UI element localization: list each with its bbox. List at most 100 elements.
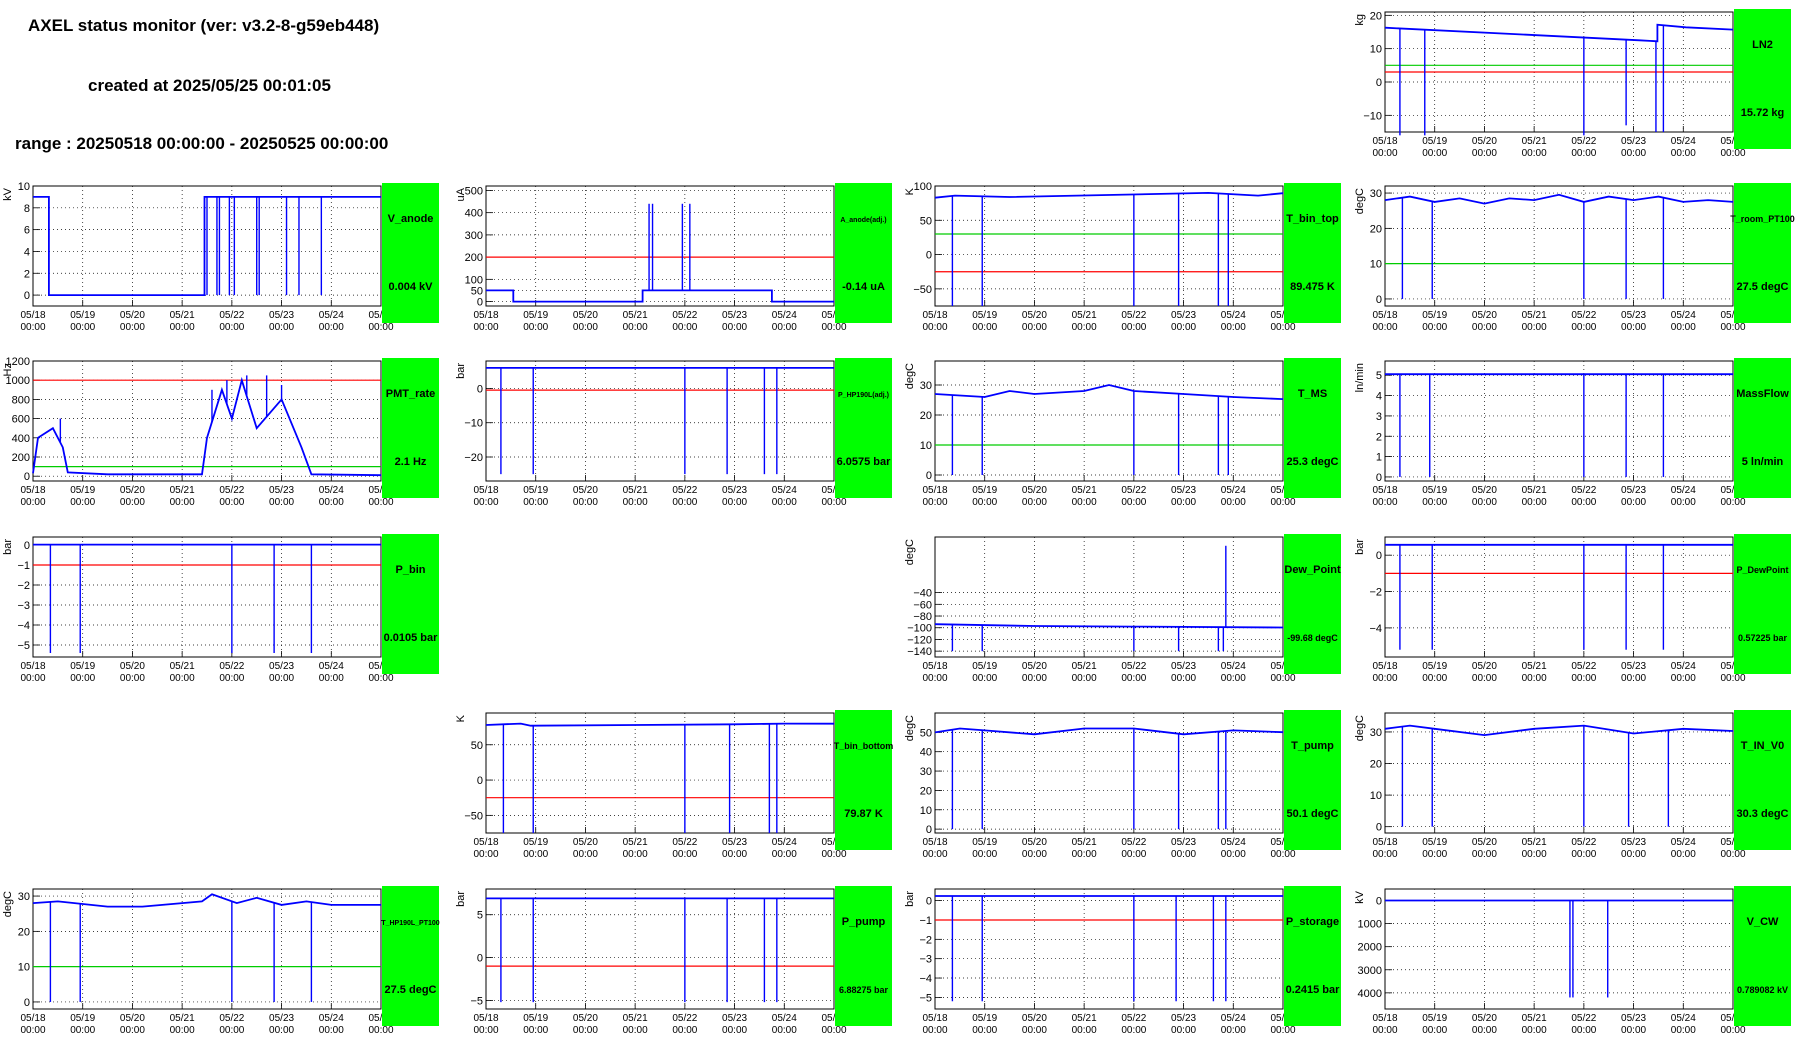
x-tick-time: 00:00 — [1720, 497, 1745, 508]
x-tick-time: 00:00 — [269, 673, 294, 684]
status-name: V_anode — [388, 213, 434, 225]
x-tick-time: 00:00 — [1072, 322, 1097, 333]
panel-t-hp190l-pt100: 05/1800:0005/1900:0005/2000:0005/2100:00… — [2, 886, 440, 1036]
y-tick-label: 10 — [18, 181, 30, 193]
panel-p-bin: 05/1800:0005/1900:0005/2000:0005/2100:00… — [2, 534, 439, 684]
series-line — [485, 722, 835, 727]
series-line — [934, 727, 1284, 736]
x-tick-date: 05/25 — [368, 485, 393, 496]
x-tick-time: 00:00 — [1522, 1025, 1547, 1036]
panel-t-pump: 05/1800:0005/1900:0005/2000:0005/2100:00… — [904, 710, 1341, 860]
status-name: T_bin_top — [1286, 213, 1339, 225]
y-tick-label: 1000 — [6, 375, 30, 387]
x-tick-time: 00:00 — [1270, 849, 1295, 860]
x-tick-time: 00:00 — [523, 497, 548, 508]
x-tick-time: 00:00 — [523, 322, 548, 333]
x-tick-date: 05/23 — [269, 661, 294, 672]
y-tick-label: 8 — [24, 203, 30, 215]
y-tick-label: −10 — [1363, 110, 1382, 122]
x-tick-date: 05/21 — [1522, 837, 1547, 848]
y-tick-label: 3000 — [1358, 965, 1382, 977]
x-tick-time: 00:00 — [623, 497, 648, 508]
y-tick-label: −2 — [1369, 587, 1382, 599]
y-axis-label: bar — [455, 363, 467, 379]
x-tick-date: 05/18 — [1372, 1013, 1397, 1024]
status-value: 0.57225 bar — [1738, 633, 1788, 643]
created-timestamp: created at 2025/05/25 00:01:05 — [88, 76, 331, 95]
x-tick-time: 00:00 — [1422, 322, 1447, 333]
y-tick-label: 0 — [1376, 77, 1382, 89]
status-value: 0.789082 kV — [1737, 985, 1788, 995]
x-tick-time: 00:00 — [1571, 849, 1596, 860]
x-tick-date: 05/20 — [120, 661, 145, 672]
y-tick-label: −10 — [464, 418, 483, 430]
y-tick-label: 800 — [12, 394, 30, 406]
y-axis-label: K — [455, 714, 467, 722]
x-tick-date: 05/23 — [1621, 310, 1646, 321]
x-tick-date: 05/21 — [170, 485, 195, 496]
y-axis-label: degC — [1354, 188, 1366, 214]
y-tick-label: 0 — [1376, 550, 1382, 562]
x-tick-time: 00:00 — [219, 322, 244, 333]
x-tick-time: 00:00 — [1621, 673, 1646, 684]
y-tick-label: 50 — [920, 727, 932, 739]
y-tick-label: −140 — [907, 646, 932, 658]
x-tick-date: 05/18 — [473, 1013, 498, 1024]
y-axis-label: K — [904, 187, 916, 195]
plot-frame — [1384, 536, 1734, 658]
plot-frame — [1384, 712, 1734, 834]
y-tick-label: 30 — [920, 380, 932, 392]
panel-v-cw: 05/1800:0005/1900:0005/2000:0005/2100:00… — [1354, 886, 1791, 1036]
x-tick-date: 05/25 — [821, 837, 846, 848]
x-tick-time: 00:00 — [772, 1025, 797, 1036]
x-tick-date: 05/23 — [1171, 485, 1196, 496]
x-tick-time: 00:00 — [821, 322, 846, 333]
status-name: T_bin_bottom — [834, 741, 894, 751]
x-tick-time: 00:00 — [922, 849, 947, 860]
x-tick-time: 00:00 — [672, 1025, 697, 1036]
x-tick-date: 05/23 — [722, 485, 747, 496]
x-tick-date: 05/22 — [1571, 485, 1596, 496]
y-tick-label: 0 — [1376, 472, 1382, 484]
y-tick-label: 0 — [477, 383, 483, 395]
y-tick-label: 3 — [1376, 411, 1382, 423]
x-tick-time: 00:00 — [1372, 673, 1397, 684]
x-tick-date: 05/25 — [368, 1013, 393, 1024]
x-tick-time: 00:00 — [1270, 497, 1295, 508]
x-tick-time: 00:00 — [1671, 322, 1696, 333]
x-tick-date: 05/21 — [1072, 1013, 1097, 1024]
y-axis-label: uA — [455, 187, 467, 201]
y-tick-label: −4 — [1369, 623, 1382, 635]
y-tick-label: 0 — [926, 824, 932, 836]
y-tick-label: −4 — [17, 620, 30, 632]
status-label-box — [1734, 358, 1791, 498]
y-tick-label: 0 — [24, 540, 30, 552]
x-tick-time: 00:00 — [772, 497, 797, 508]
x-tick-date: 05/22 — [1571, 136, 1596, 147]
series-line — [934, 623, 1284, 629]
y-tick-label: −1 — [919, 915, 932, 927]
x-tick-date: 05/18 — [20, 1013, 45, 1024]
x-tick-date: 05/23 — [1171, 310, 1196, 321]
x-tick-date: 05/22 — [1571, 661, 1596, 672]
x-tick-date: 05/24 — [1221, 1013, 1246, 1024]
y-tick-label: −4 — [919, 973, 932, 985]
x-tick-time: 00:00 — [623, 322, 648, 333]
x-tick-time: 00:00 — [269, 322, 294, 333]
x-tick-date: 05/20 — [120, 1013, 145, 1024]
plot-frame — [485, 712, 835, 834]
x-tick-time: 00:00 — [1372, 849, 1397, 860]
x-tick-time: 00:00 — [1720, 1025, 1745, 1036]
x-tick-time: 00:00 — [1671, 849, 1696, 860]
y-axis-label: degC — [904, 715, 916, 741]
plot-frame — [32, 360, 382, 482]
x-tick-date: 05/20 — [1022, 1013, 1047, 1024]
status-label-box — [835, 886, 892, 1026]
x-tick-time: 00:00 — [319, 673, 344, 684]
x-tick-date: 05/22 — [672, 1013, 697, 1024]
x-tick-time: 00:00 — [170, 497, 195, 508]
y-tick-label: 30 — [1370, 188, 1382, 200]
x-tick-time: 00:00 — [1522, 322, 1547, 333]
y-tick-label: 0 — [24, 997, 30, 1009]
x-tick-time: 00:00 — [473, 1025, 498, 1036]
